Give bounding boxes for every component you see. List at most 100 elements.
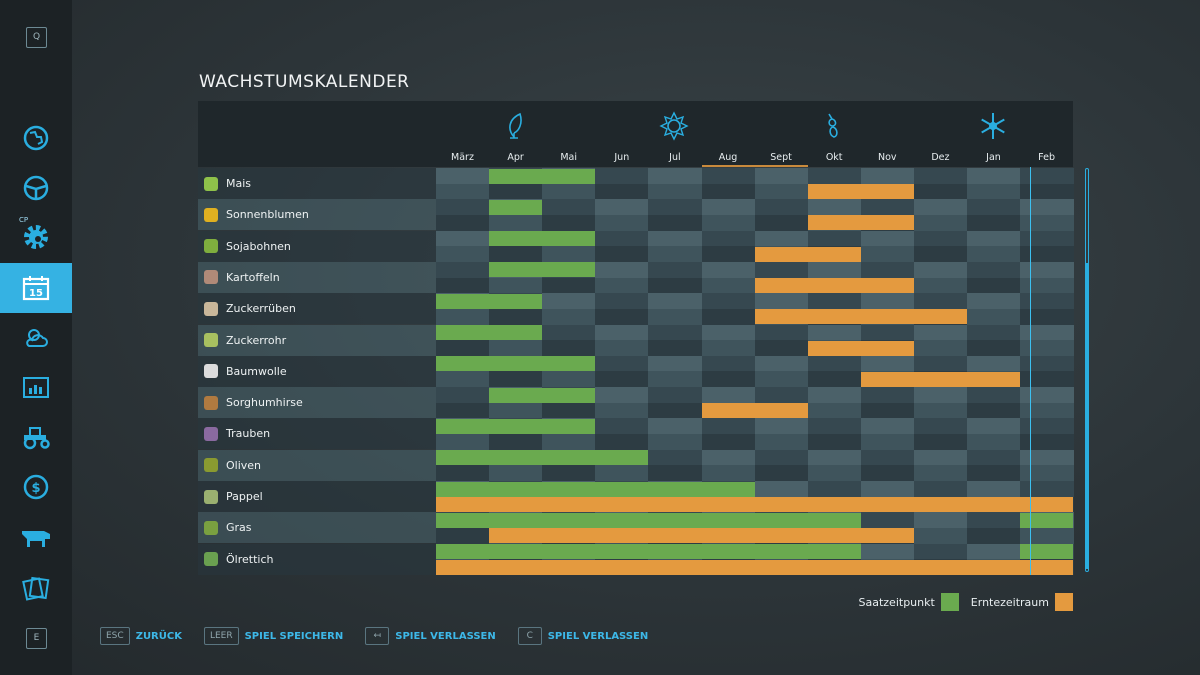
calendar-cell: [436, 261, 490, 279]
calendar-cell: [648, 277, 702, 294]
calendar-cell: [860, 465, 915, 482]
calendar-cell: [807, 449, 862, 466]
crop-row-label[interactable]: Ölrettich: [198, 543, 436, 575]
crop-icon: [204, 333, 218, 347]
sowing-period-bar: [436, 356, 596, 372]
dollar-icon[interactable]: $: [0, 462, 72, 512]
crop-name: Kartoffeln: [226, 270, 280, 284]
statistics-icon[interactable]: [0, 363, 72, 413]
crop-row-label[interactable]: Sorghumhirse: [198, 387, 436, 419]
calendar-cell: [701, 230, 756, 247]
crop-row-label[interactable]: Baumwolle: [198, 355, 436, 387]
save-game-button[interactable]: LEER SPIEL SPEICHERN: [203, 627, 343, 645]
calendar-cell: [1020, 308, 1074, 325]
crop-row-label[interactable]: Kartoffeln: [198, 261, 436, 293]
crop-row-label[interactable]: Zuckerrohr: [198, 324, 436, 356]
quit-game-button[interactable]: ↤ SPIEL VERLASSEN: [365, 627, 496, 645]
calendar-cell: [860, 168, 915, 185]
harvest-period-bar: [807, 215, 914, 231]
tractor-icon[interactable]: [0, 412, 72, 462]
calendar-cell: [542, 199, 596, 216]
sowing-period-bar: [436, 450, 649, 466]
calendar-cell: [436, 246, 490, 263]
calendar-cell: [542, 293, 596, 310]
calendar-cell: [701, 261, 756, 279]
map-icon[interactable]: [0, 113, 72, 163]
back-button[interactable]: ESC ZURÜCK: [100, 627, 182, 645]
cow-icon[interactable]: [0, 512, 72, 562]
calendar-cell: [1020, 277, 1074, 294]
calendar-cell: [595, 168, 649, 185]
calendar-cell: [913, 246, 968, 263]
cp-badge: CP: [19, 216, 29, 224]
calendar-cell: [754, 199, 809, 216]
legend-harvest-label: Erntezeitraum: [970, 595, 1049, 609]
calendar-cell: [807, 465, 862, 482]
calendar-cell: [860, 449, 915, 466]
growth-calendar: März Apr Mai Jun Jul Aug Sept Okt Nov Dez Jan Feb M…: [198, 101, 1074, 576]
steering-wheel-icon[interactable]: [0, 163, 72, 213]
calendar-cell: [967, 293, 1021, 310]
prev-page-key[interactable]: Q: [26, 27, 47, 48]
crop-row-label[interactable]: Oliven: [198, 449, 436, 481]
calendar-cell: [860, 355, 915, 372]
crop-name: Ölrettich: [226, 552, 274, 566]
key-backspace: ↤: [365, 627, 390, 645]
calendar-cell: [595, 199, 649, 216]
quit-label-c: SPIEL VERLASSEN: [547, 630, 649, 642]
crop-row-label[interactable]: Trauben: [198, 418, 436, 450]
winter-snowflake-icon: [978, 111, 1008, 141]
calendar-cell: [860, 402, 915, 419]
crop-icon: [204, 426, 218, 441]
calendar-cell: [860, 512, 915, 529]
calendar-cell: [489, 277, 543, 294]
legend-sow-label: Saatzeitpunkt: [858, 595, 935, 609]
sowing-period-bar: [436, 293, 543, 309]
month-label: März: [451, 152, 474, 163]
courseplay-gear-icon[interactable]: CP: [0, 212, 72, 262]
crop-row-label[interactable]: Sonnenblumen: [198, 199, 436, 231]
quit-game-button-c[interactable]: C SPIEL VERLASSEN: [517, 627, 649, 645]
calendar-cell: [967, 199, 1021, 216]
calendar-cell: [542, 246, 596, 263]
calendar-icon[interactable]: 15: [0, 263, 72, 313]
calendar-cell: [860, 434, 915, 451]
calendar-cell: [1020, 402, 1074, 419]
spring-leaf-icon: [499, 111, 529, 141]
scrollbar[interactable]: [1085, 168, 1089, 572]
month-label: Nov: [878, 152, 897, 163]
scrollbar-thumb[interactable]: [1086, 263, 1088, 569]
calendar-cell: [489, 183, 543, 200]
crop-row-label[interactable]: Pappel: [198, 481, 436, 512]
calendar-cell: [595, 183, 649, 200]
calendar-cell: [701, 308, 756, 325]
calendar-cell: [1020, 355, 1074, 372]
next-page-key[interactable]: E: [26, 628, 47, 649]
calendar-cell: [436, 340, 490, 357]
calendar-cell: [807, 371, 862, 388]
calendar-cell: [701, 387, 756, 404]
calendar-cell: [913, 277, 968, 294]
calendar-cell: [701, 355, 756, 372]
crop-row-label[interactable]: Mais: [198, 168, 436, 199]
calendar-cell: [436, 183, 490, 200]
calendar-cell: [1020, 230, 1074, 247]
harvest-period-bar: [701, 403, 808, 419]
weather-icon[interactable]: [0, 313, 72, 363]
calendar-cell: [913, 402, 968, 419]
calendar-cell: [542, 402, 596, 419]
calendar-cell: [967, 246, 1021, 263]
calendar-cell: [436, 465, 490, 482]
contracts-icon[interactable]: [0, 563, 72, 613]
crop-row-label[interactable]: Gras: [198, 512, 436, 544]
month-label: Sept: [770, 152, 792, 163]
crop-row-label[interactable]: Sojabohnen: [198, 230, 436, 262]
calendar-cell: [648, 183, 702, 200]
calendar-cell: [913, 340, 968, 357]
calendar-cell: [489, 402, 543, 419]
calendar-cell: [542, 465, 596, 482]
calendar-cell: [701, 214, 756, 232]
calendar-cell: [967, 261, 1021, 279]
calendar-cell: [542, 324, 596, 341]
crop-row-label[interactable]: Zuckerrüben: [198, 293, 436, 325]
